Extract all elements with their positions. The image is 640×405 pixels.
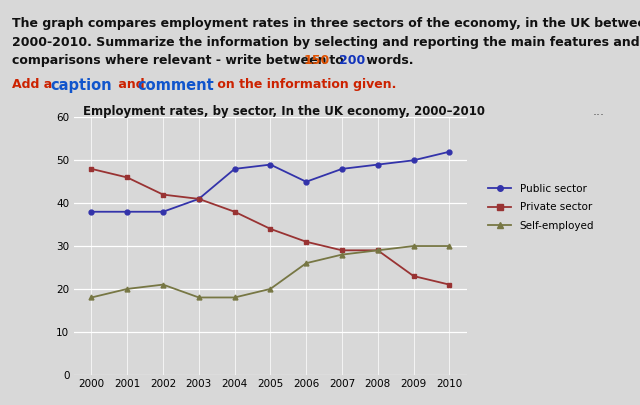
Text: to: to: [325, 54, 348, 67]
Text: on the information given.: on the information given.: [213, 78, 397, 91]
Text: comment: comment: [138, 78, 214, 93]
Text: words.: words.: [362, 54, 413, 67]
Legend: Public sector, Private sector, Self-employed: Public sector, Private sector, Self-empl…: [484, 180, 598, 235]
Text: Employment rates, by sector, In the UK economy, 2000–2010: Employment rates, by sector, In the UK e…: [83, 105, 485, 118]
Text: The graph compares employment rates in three sectors of the economy, in the UK b: The graph compares employment rates in t…: [12, 17, 640, 30]
Text: Add a: Add a: [12, 78, 56, 91]
Text: caption: caption: [50, 78, 111, 93]
Text: comparisons where relevant - write between: comparisons where relevant - write betwe…: [12, 54, 330, 67]
Text: 150: 150: [303, 54, 330, 67]
Text: ...: ...: [593, 105, 604, 118]
Text: 200: 200: [339, 54, 365, 67]
Text: and: and: [114, 78, 149, 91]
Text: 2000-2010. Summarize the information by selecting and reporting the main feature: 2000-2010. Summarize the information by …: [12, 36, 640, 49]
